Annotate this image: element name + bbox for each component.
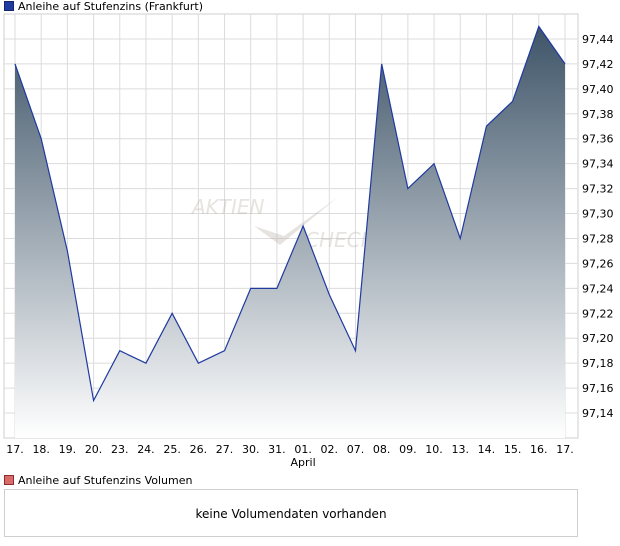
x-tick-label: 09.	[399, 443, 417, 456]
x-tick-label: 10.	[425, 443, 443, 456]
watermark-text-1: AKTIEN	[190, 195, 265, 219]
x-tick-label: 24.	[137, 443, 155, 456]
price-chart: AKTIEN CHECK 97,1497,1697,1897,2097,2297…	[3, 13, 614, 469]
watermark: AKTIEN CHECK	[190, 195, 376, 252]
volume-panel: keine Volumendaten vorhanden	[4, 489, 578, 537]
x-tick-label: 16.	[530, 443, 548, 456]
x-tick-label: 26.	[190, 443, 208, 456]
price-legend-swatch	[4, 1, 14, 11]
x-tick-label: 19.	[59, 443, 77, 456]
y-tick-label: 97,42	[582, 58, 614, 71]
y-tick-label: 97,24	[582, 282, 614, 295]
y-tick-label: 97,40	[582, 83, 614, 96]
x-tick-label: 01.	[294, 443, 312, 456]
x-tick-label: 27.	[216, 443, 234, 456]
y-tick-label: 97,34	[582, 158, 614, 171]
x-tick-label: 07.	[347, 443, 365, 456]
x-tick-label: 25.	[163, 443, 181, 456]
y-tick-label: 97,30	[582, 208, 614, 221]
y-tick-label: 97,26	[582, 257, 614, 270]
watermark-text-2: CHECK	[305, 228, 376, 252]
y-tick-label: 97,22	[582, 307, 614, 320]
y-tick-label: 97,32	[582, 183, 614, 196]
price-legend-label: Anleihe auf Stufenzins (Frankfurt)	[18, 0, 203, 13]
y-tick-label: 97,28	[582, 232, 614, 245]
x-tick-label: 17.	[556, 443, 574, 456]
x-tick-label: 14.	[478, 443, 496, 456]
price-legend: Anleihe auf Stufenzins (Frankfurt)	[4, 0, 203, 13]
volume-legend-label: Anleihe auf Stufenzins Volumen	[18, 473, 193, 487]
volume-legend: Anleihe auf Stufenzins Volumen	[4, 473, 193, 487]
x-month-label: April	[291, 456, 316, 469]
x-tick-label: 18.	[32, 443, 50, 456]
y-tick-label: 97,38	[582, 108, 614, 121]
volume-empty-message: keine Volumendaten vorhanden	[195, 507, 387, 521]
x-tick-label: 08.	[373, 443, 391, 456]
y-tick-label: 97,16	[582, 382, 614, 395]
y-tick-label: 97,18	[582, 357, 614, 370]
x-tick-label: 31.	[268, 443, 286, 456]
volume-legend-swatch	[4, 475, 14, 485]
y-tick-label: 97,20	[582, 332, 614, 345]
x-tick-label: 20.	[85, 443, 103, 456]
x-tick-label: 15.	[504, 443, 522, 456]
y-tick-label: 97,44	[582, 33, 614, 46]
x-tick-label: 17.	[6, 443, 24, 456]
y-tick-label: 97,14	[582, 407, 614, 420]
y-tick-label: 97,36	[582, 133, 614, 146]
x-tick-label: 23.	[111, 443, 129, 456]
y-axis: 97,14 97,16 97,18 97,20 97,22 97,24 97,26 97,28…	[582, 33, 614, 420]
watermark-check-icon	[254, 197, 338, 245]
x-tick-label: 30.	[242, 443, 260, 456]
x-axis: 17. 18. 19. 20. 23. 24. 25. 26. 27. 30. 31. 01. 02. 0…	[6, 443, 574, 469]
x-tick-label: 13.	[451, 443, 469, 456]
price-line	[14, 25, 566, 403]
price-area	[15, 26, 565, 438]
x-tick-label: 02.	[321, 443, 339, 456]
